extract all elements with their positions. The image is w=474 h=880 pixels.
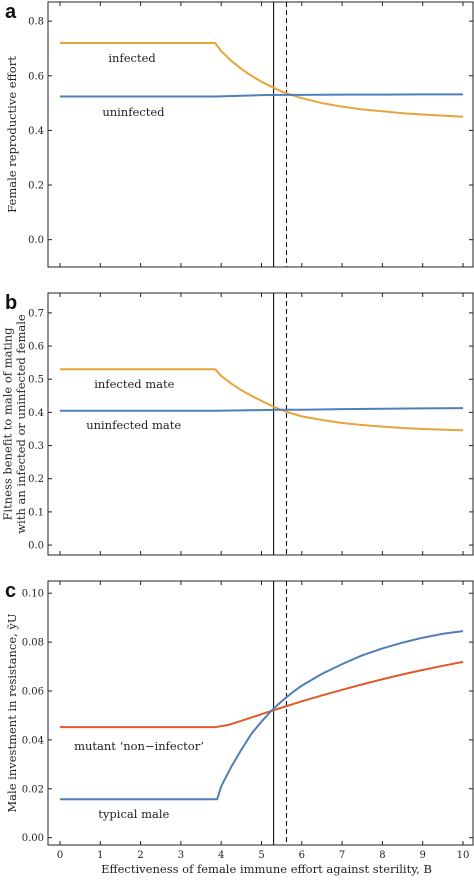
panel-b: b 0.0 0.1 0.2 0.3 0.4 0.5 0.6 0.7 infected mate un…: [1, 292, 474, 556]
series-annotation: uninfected mate: [86, 418, 181, 432]
y-tick-label: 0.6: [28, 71, 44, 82]
x-tick-label: 7: [339, 850, 345, 861]
panel-letter: c: [5, 580, 16, 602]
x-tick-label: 0: [57, 850, 63, 861]
x-tick-label: 4: [218, 850, 224, 861]
y-tick-label: 0.2: [28, 474, 44, 485]
panel-letter: a: [5, 1, 17, 23]
y-tick-label: 0.8: [28, 17, 44, 28]
panel-a: a 0.0 0.2 0.4 0.6 0.8 infected uninfected Female…: [5, 1, 474, 268]
y-tick-label: 0.6: [28, 342, 44, 353]
y-axis-label-line: Fitness benefit to male of mating: [1, 327, 15, 521]
series-annotation: mutant ‘non−infector’: [74, 739, 204, 753]
y-axis-label: Male investment in resistance, ỹU: [5, 613, 19, 813]
series-annotation: typical male: [98, 807, 169, 821]
x-tick-label: 3: [178, 850, 184, 861]
series-line-uninfected: [60, 93, 463, 98]
x-tick-label: 9: [420, 850, 426, 861]
x-tick-label: 5: [258, 850, 264, 861]
y-tick-label: 0.5: [28, 375, 44, 386]
y-tick-label: 0.1: [28, 507, 44, 518]
x-tick-label: 8: [379, 850, 385, 861]
y-tick-label: 0.4: [28, 126, 44, 137]
y-tick-label: 0.3: [28, 441, 44, 452]
series-line-uninfected-mate: [60, 407, 464, 412]
y-tick-label: 0.0: [28, 235, 44, 246]
y-tick-label: 0.7: [28, 308, 44, 319]
y-tick-label: 0.10: [22, 589, 44, 600]
y-axis-label: Fitness benefit to male of matingwith an…: [1, 314, 28, 534]
panel-letter: b: [5, 292, 17, 314]
x-tick-label: 1: [97, 850, 103, 861]
y-tick-label: 0.00: [22, 833, 44, 844]
y-tick-label: 0.2: [28, 181, 44, 192]
series-annotation: uninfected: [102, 105, 165, 119]
series-annotation: infected: [108, 51, 156, 65]
x-tick-label: 6: [299, 850, 305, 861]
series-line-mutant-non-infector-: [60, 660, 464, 729]
plot-frame: [47, 580, 474, 846]
y-axis-label-line: with an infected or uninfected female: [14, 314, 28, 534]
series-line-infected: [60, 41, 464, 118]
y-tick-label: 0.0: [28, 541, 44, 552]
y-tick-label: 0.08: [22, 638, 44, 649]
series-annotation: infected mate: [94, 377, 174, 391]
plot-frame: [47, 292, 474, 556]
plot-frame: [47, 1, 474, 268]
y-tick-label: 0.04: [22, 735, 44, 746]
x-tick-label: 10: [457, 850, 470, 861]
panel-c: c 0.00 0.02 0.04 0.06 0.08 0.10 0 1 2 3 4 5 6 7 8 9 10 mut…: [5, 580, 474, 861]
series-line-typical-male: [60, 630, 464, 801]
y-tick-label: 0.02: [22, 784, 44, 795]
y-axis-label: Female reproductive effort: [5, 56, 19, 213]
series-line-infected-mate: [60, 368, 464, 432]
y-tick-label: 0.4: [28, 408, 44, 419]
x-axis-label: Effectiveness of female immune effort ag…: [101, 862, 432, 876]
y-tick-label: 0.06: [22, 687, 44, 698]
x-tick-label: 2: [137, 850, 143, 861]
